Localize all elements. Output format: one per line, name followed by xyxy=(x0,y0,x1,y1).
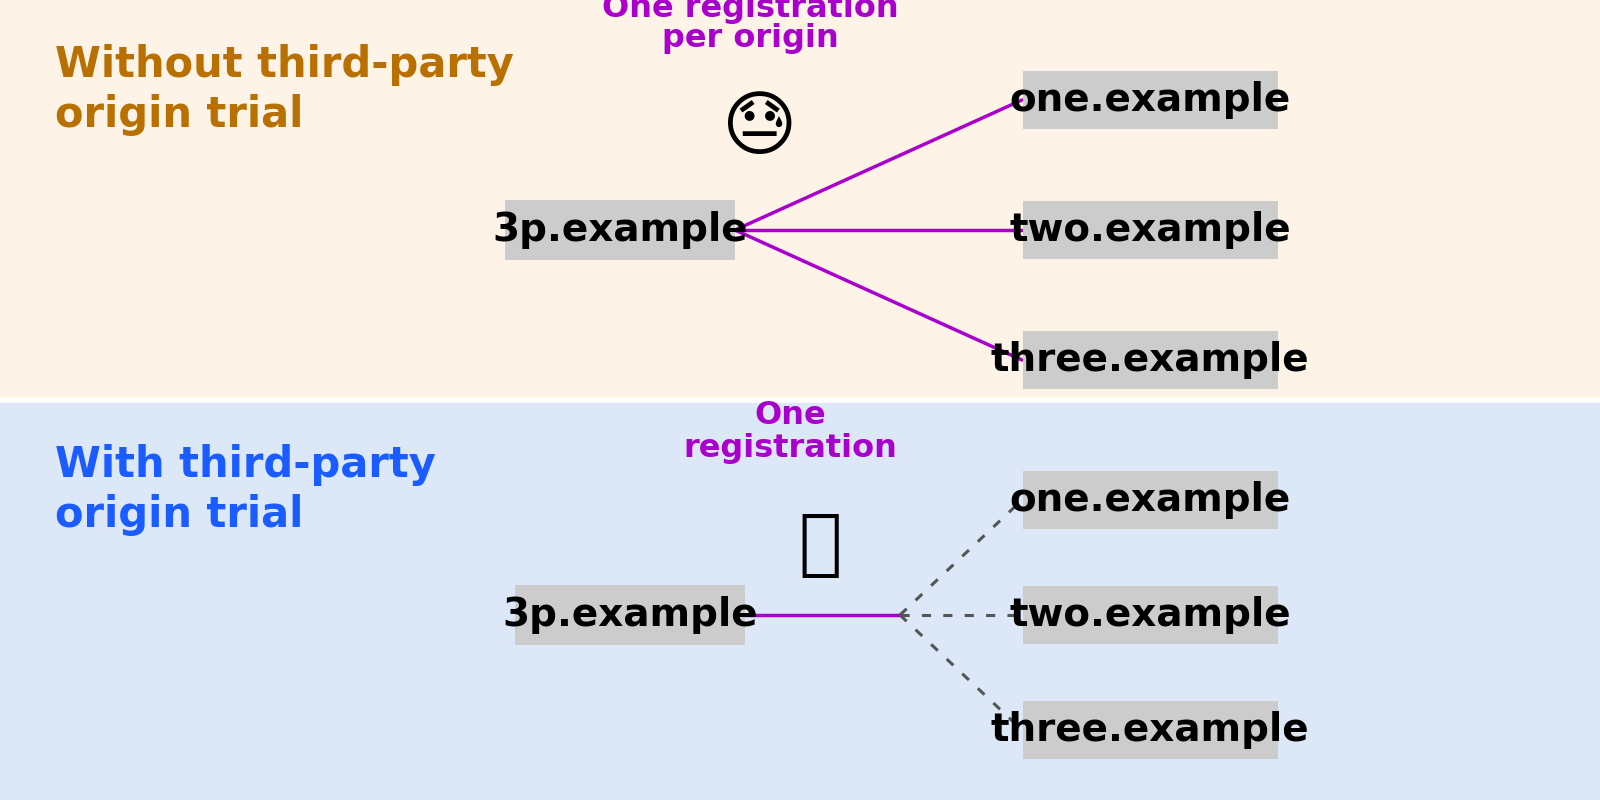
Text: two.example: two.example xyxy=(1010,211,1291,249)
Text: registration: registration xyxy=(683,433,898,463)
Text: Without third-party: Without third-party xyxy=(54,44,514,86)
Text: 3p.example: 3p.example xyxy=(493,211,747,249)
Text: per origin: per origin xyxy=(662,22,838,54)
Text: one.example: one.example xyxy=(1010,81,1291,119)
Text: two.example: two.example xyxy=(1010,596,1291,634)
Text: three.example: three.example xyxy=(990,341,1309,379)
Text: origin trial: origin trial xyxy=(54,94,304,136)
Text: 🙂: 🙂 xyxy=(798,510,842,579)
Text: With third-party: With third-party xyxy=(54,444,435,486)
Bar xyxy=(0,400,1600,800)
Text: One: One xyxy=(754,399,826,430)
Text: 3p.example: 3p.example xyxy=(502,596,758,634)
Text: 😓: 😓 xyxy=(722,95,798,165)
Text: three.example: three.example xyxy=(990,711,1309,749)
Bar xyxy=(1022,331,1277,389)
Bar xyxy=(506,200,734,260)
Text: One registration: One registration xyxy=(602,0,898,23)
Bar xyxy=(1022,701,1277,759)
Bar xyxy=(1022,71,1277,129)
Bar xyxy=(1022,586,1277,644)
Bar xyxy=(0,0,1600,400)
Bar xyxy=(1022,201,1277,259)
Text: origin trial: origin trial xyxy=(54,494,304,536)
Bar xyxy=(1022,471,1277,529)
Text: one.example: one.example xyxy=(1010,481,1291,519)
Bar xyxy=(515,585,746,645)
